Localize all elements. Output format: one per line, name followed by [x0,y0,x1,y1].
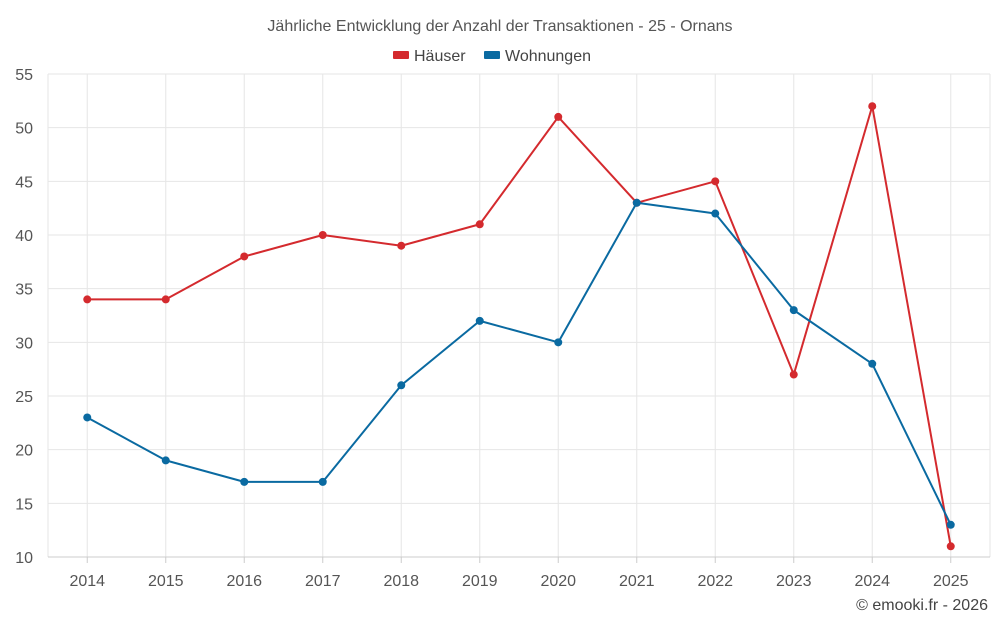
series [83,102,955,551]
y-tick-label: 30 [15,335,33,352]
y-tick-label: 40 [15,228,33,245]
x-tick-label: 2025 [933,573,969,590]
y-tick-label: 45 [15,174,33,191]
data-point [240,252,249,261]
x-tick-label: 2022 [697,573,733,590]
data-point [946,542,955,551]
chart-title: Jährliche Entwicklung der Anzahl der Tra… [267,18,732,35]
data-point [83,413,92,422]
data-point [789,370,798,379]
data-point [240,477,249,486]
legend-label: Wohnungen [505,48,591,65]
x-tick-label: 2016 [226,573,262,590]
data-point [789,306,798,315]
data-point [318,231,327,239]
x-tick-label: 2021 [619,573,655,590]
grid [47,73,991,558]
y-tick-label: 10 [15,550,33,567]
data-point [868,102,877,111]
legend: Häuser Wohnungen [393,48,591,65]
y-tick-label: 50 [15,121,33,138]
x-tick-label: 2020 [540,573,576,590]
y-tick-label: 25 [15,389,33,406]
x-tick-label: 2015 [148,573,184,590]
data-point [318,477,327,486]
x-tick-label: 2018 [383,573,419,590]
series-line [86,201,952,526]
data-point [475,316,484,325]
legend-item-haeuser: Häuser [393,48,466,65]
y-tick-label: 20 [15,443,33,460]
data-point [711,177,720,186]
y-tick-label: 35 [15,282,33,299]
legend-item-wohnungen: Wohnungen [484,48,591,65]
series-wohnungen [83,198,955,529]
data-point [397,241,406,250]
data-point [946,520,955,529]
x-tick-label: 2017 [305,573,341,590]
series-line [87,105,952,547]
y-tick-label: 55 [15,67,33,84]
x-tick-label: 2014 [69,573,105,590]
y-tick-label: 15 [15,496,33,513]
data-point [554,338,563,347]
x-tick-label: 2024 [854,573,890,590]
series-haeuser [83,102,955,551]
data-point [397,381,406,390]
data-point [711,209,720,218]
data-point [161,456,170,465]
x-tick-label: 2023 [776,573,812,590]
credit-text: © emooki.fr - 2026 [856,597,988,614]
data-point [161,295,170,304]
legend-swatch [484,51,500,59]
data-point [83,295,92,304]
legend-label: Häuser [414,48,466,65]
data-point [554,112,563,121]
data-point [475,220,484,229]
legend-swatch [393,51,409,59]
data-point [632,198,641,207]
x-tick-label: 2019 [462,573,498,590]
data-point [868,359,877,368]
